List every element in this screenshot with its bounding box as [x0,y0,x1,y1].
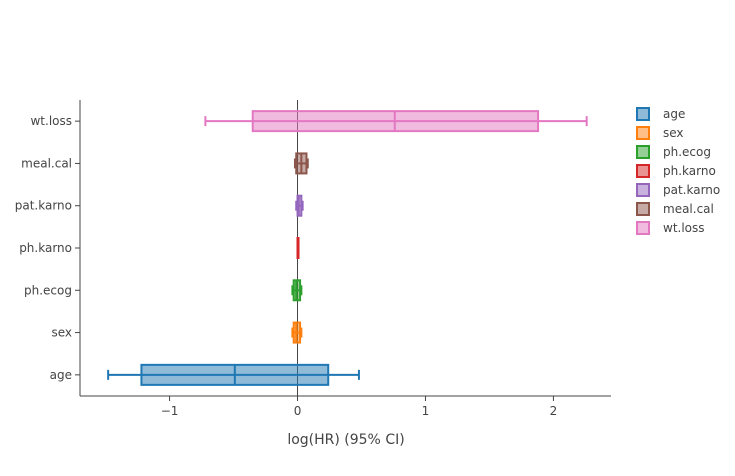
x-tick-label: 2 [550,404,558,418]
legend-item-ph-ecog[interactable]: ph.ecog [636,145,711,159]
box-meal-cal [293,152,309,175]
legend-swatch [636,202,650,216]
legend-label: pat.karno [663,183,720,197]
legend-item-wt-loss[interactable]: wt.loss [636,221,705,235]
legend-swatch [636,164,650,178]
legend-swatch [636,183,650,197]
legend[interactable]: age sex ph.ecog ph.karno pat.karno meal.cal wt… [636,107,720,235]
legend-label: age [663,107,685,121]
legend-label: sex [663,126,684,140]
legend-swatch [636,221,650,235]
box-age [107,363,360,386]
plot-area [107,100,588,396]
y-tick-label: sex [51,326,72,340]
x-tick-label: 1 [422,404,430,418]
legend-item-sex[interactable]: sex [636,126,684,140]
legend-item-age[interactable]: age [636,107,685,121]
x-tick-label: −1 [161,404,179,418]
box-sex [291,321,303,344]
y-tick-label: ph.ecog [24,283,72,297]
legend-label: ph.karno [663,164,716,178]
y-tick-label: meal.cal [21,156,72,170]
y-tick-label: wt.loss [30,114,72,128]
legend-swatch [636,107,650,121]
legend-item-pat-karno[interactable]: pat.karno [636,183,720,197]
box-pat-karno [295,194,304,217]
legend-swatch [636,145,650,159]
x-axis: −1 0 1 2 [80,395,611,418]
y-tick-label: ph.karno [19,241,72,255]
legend-swatch [636,126,650,140]
legend-item-meal-cal[interactable]: meal.cal [636,202,714,216]
legend-item-ph-karno[interactable]: ph.karno [636,164,716,178]
legend-label: meal.cal [663,202,714,216]
legend-label: wt.loss [663,221,705,235]
y-axis: age sex ph.ecog ph.karno pat.karno meal.cal wt… [15,100,81,396]
x-tick-label: 0 [294,404,302,418]
box-ph-ecog [291,279,303,302]
y-tick-label: age [50,368,72,382]
box-wt-loss [204,110,588,133]
box-ph-karno [296,237,300,259]
legend-label: ph.ecog [663,145,711,159]
y-tick-label: pat.karno [15,199,72,213]
x-axis-title: log(HR) (95% CI) [287,432,404,448]
